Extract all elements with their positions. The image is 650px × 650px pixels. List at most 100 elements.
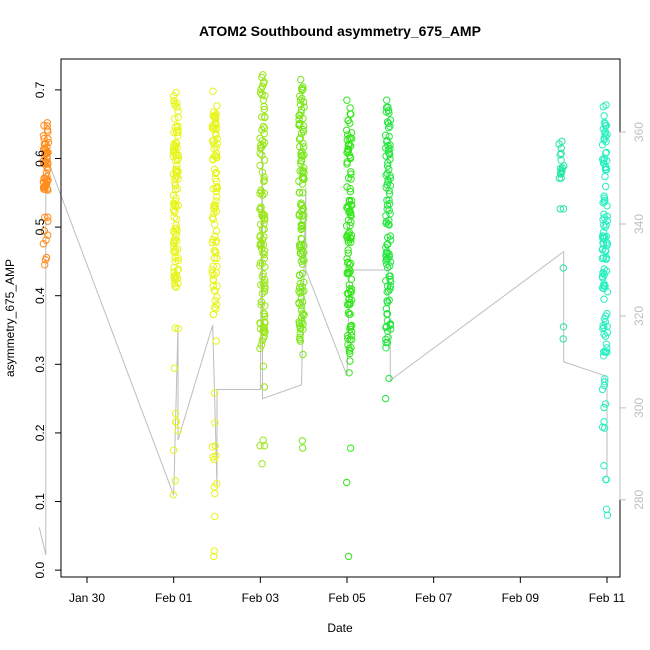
x-tick-label: Jan 30	[69, 591, 105, 605]
data-point	[212, 168, 221, 177]
data-point	[347, 200, 355, 209]
data-point	[42, 236, 50, 244]
data-point	[346, 285, 354, 293]
data-point	[256, 233, 264, 241]
data-point	[169, 92, 178, 100]
data-point	[256, 262, 264, 270]
x-tick-label: Feb 05	[328, 591, 366, 605]
data-point	[386, 150, 394, 159]
data-point	[210, 483, 219, 491]
data-point	[383, 282, 392, 290]
data-point	[257, 241, 265, 249]
data-point	[259, 249, 267, 257]
data-point	[44, 213, 52, 221]
data-point	[260, 442, 269, 450]
data-point	[385, 250, 393, 258]
data-point	[170, 140, 178, 149]
data-point	[212, 337, 221, 345]
data-point	[211, 287, 219, 295]
data-point	[40, 134, 48, 143]
data-point	[600, 265, 608, 273]
data-point	[211, 442, 220, 450]
data-point	[213, 282, 221, 290]
data-point	[601, 348, 609, 356]
data-point	[344, 249, 352, 257]
data-point	[257, 141, 265, 149]
data-point	[346, 154, 355, 163]
data-point	[171, 181, 180, 190]
data-point	[555, 140, 563, 148]
data-point	[598, 385, 607, 394]
data-point	[260, 189, 269, 198]
y-axis: 0.0 0.1 0.2 0.3 0.4 0.5 0.6 0.7	[33, 81, 62, 578]
series-cast_6	[342, 96, 356, 561]
data-point	[599, 352, 608, 360]
data-point	[600, 295, 608, 303]
x-axis-label: Date	[327, 621, 353, 635]
data-point	[347, 168, 355, 176]
data-point	[384, 106, 393, 115]
data-point	[174, 265, 183, 274]
data-point	[300, 143, 308, 151]
data-point	[169, 227, 178, 236]
data-point	[347, 170, 355, 178]
data-point	[211, 296, 219, 305]
data-point	[40, 121, 48, 130]
secondary-y-tick-label: 280	[632, 489, 646, 509]
data-point	[210, 552, 218, 561]
data-point	[256, 144, 265, 152]
data-point	[256, 240, 264, 248]
data-point	[297, 75, 305, 84]
data-point	[601, 282, 609, 290]
data-point	[169, 491, 178, 499]
series-cast_7	[381, 96, 395, 403]
data-point	[598, 423, 607, 431]
y-axis-label: asymmetry_675_AMP	[3, 259, 17, 377]
data-point	[602, 149, 610, 157]
data-point	[384, 142, 392, 150]
data-point	[209, 87, 217, 95]
data-point	[212, 130, 220, 138]
data-point	[299, 255, 307, 263]
data-point	[599, 155, 607, 164]
data-point	[174, 426, 182, 435]
data-point	[171, 186, 179, 194]
data-point	[600, 403, 608, 412]
data-point	[44, 160, 52, 168]
data-point	[43, 126, 52, 134]
data-point	[385, 196, 393, 205]
data-point	[258, 73, 266, 82]
data-point	[44, 138, 53, 147]
secondary-y-tick-label: 360	[632, 122, 646, 142]
data-point	[383, 96, 391, 104]
data-point	[346, 119, 354, 127]
data-point	[40, 227, 49, 235]
data-point	[347, 218, 355, 227]
y-tick-label: 0.5	[33, 218, 47, 235]
data-point	[174, 325, 182, 333]
data-point	[344, 268, 353, 277]
data-point	[600, 118, 609, 127]
data-point	[170, 446, 178, 454]
data-point	[41, 261, 49, 269]
data-point	[210, 137, 218, 145]
data-point	[599, 254, 608, 262]
data-point	[41, 140, 49, 148]
data-point	[383, 288, 391, 296]
data-point	[297, 301, 306, 310]
data-point	[382, 277, 390, 285]
data-point	[260, 225, 268, 234]
data-point	[345, 310, 353, 318]
data-point	[344, 246, 352, 254]
data-point	[600, 214, 608, 222]
data-point	[260, 287, 269, 296]
data-point	[210, 389, 219, 397]
data-point	[347, 331, 356, 340]
data-point	[344, 331, 352, 340]
data-point	[257, 341, 266, 349]
data-point	[170, 243, 178, 251]
data-point	[347, 288, 355, 296]
data-point	[258, 272, 266, 281]
data-point	[295, 120, 304, 128]
data-point	[256, 259, 265, 267]
